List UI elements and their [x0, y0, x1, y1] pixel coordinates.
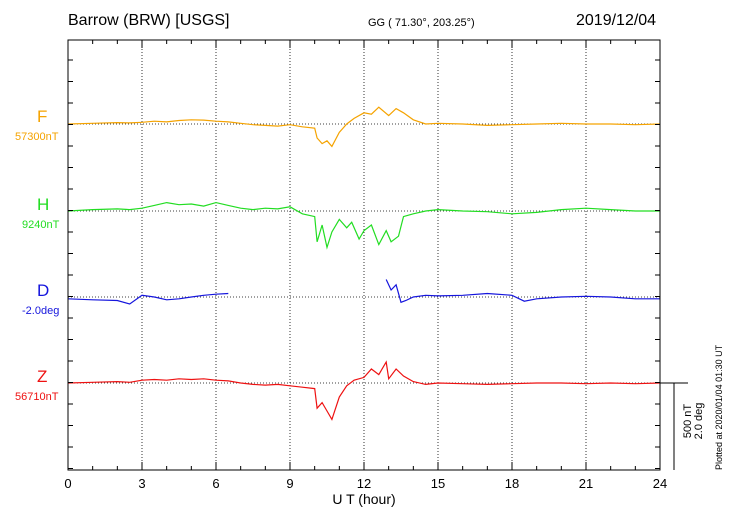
channel-label-f: F	[37, 107, 48, 126]
x-tick-label: 0	[64, 476, 71, 491]
x-tick-label: 6	[212, 476, 219, 491]
channel-label-d: D	[37, 281, 50, 300]
series-line-f	[67, 106, 661, 148]
x-tick-label: 15	[431, 476, 445, 491]
chart-date: 2019/12/04	[576, 12, 657, 29]
x-tick-label: 3	[138, 476, 145, 491]
channel-baseline-z: 56710nT	[15, 391, 59, 403]
station-title: Barrow (BRW) [USGS]	[68, 12, 230, 29]
series-line-d-segment-2	[385, 279, 660, 304]
channel-baseline-d: -2.0deg	[22, 305, 60, 317]
x-tick-label: 24	[653, 476, 667, 491]
channel-baseline-f: 57300nT	[15, 131, 59, 143]
x-tick-label: 21	[579, 476, 593, 491]
channel-label-z: Z	[37, 367, 48, 386]
series-line-d	[67, 292, 229, 305]
station-coordinates: GG ( 71.30°, 203.25°)	[368, 17, 475, 29]
series-line-h	[67, 201, 660, 250]
scale-label-deg: 2.0 deg	[693, 402, 705, 440]
x-axis-label: U T (hour)	[332, 491, 395, 507]
channel-baseline-h: 9240nT	[22, 219, 60, 231]
plotted-timestamp: Plotted at 2020/01/04 01:30 UT	[714, 344, 724, 470]
channel-label-h: H	[37, 195, 50, 214]
x-tick-label: 12	[357, 476, 371, 491]
x-tick-label: 18	[505, 476, 519, 491]
x-tick-label: 9	[286, 476, 293, 491]
series-line-z	[67, 360, 661, 421]
plot-frame	[67, 39, 661, 471]
